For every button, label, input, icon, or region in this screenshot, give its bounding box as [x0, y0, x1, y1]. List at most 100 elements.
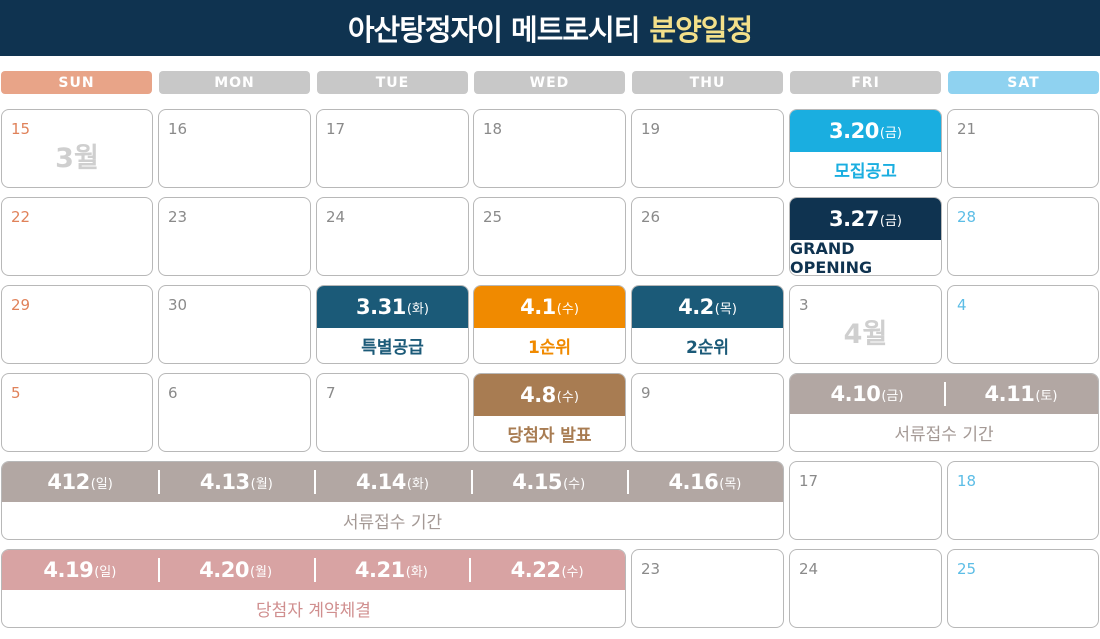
- event-weekday: (일): [94, 564, 117, 580]
- event-winner-announcement: 4.8 (수) 당첨자 발표: [473, 373, 626, 452]
- event-date-segment: 4.10 (금): [790, 374, 944, 414]
- day-number: 16: [168, 120, 188, 138]
- calendar-day: 3 4월: [789, 285, 942, 364]
- calendar-day: 17: [789, 461, 942, 540]
- event-date-segment: 4.20 (월): [157, 550, 314, 590]
- event-date: 4.13: [199, 470, 250, 494]
- calendar-day: 21: [947, 109, 1099, 188]
- event-label: 서류접수 기간: [894, 425, 994, 445]
- calendar-day: 25: [473, 197, 626, 276]
- event-date-header: 412 (일) 4.13 (월) 4.14 (화) 4.15 (수) 4.16 (목): [2, 462, 783, 502]
- event-date-segment: 4.19 (일): [2, 550, 158, 590]
- calendar-day: 16: [158, 109, 311, 188]
- event-date: 3.27: [829, 207, 879, 231]
- event-label: 당첨자 발표: [507, 426, 592, 446]
- event-label: 모집공고: [834, 162, 897, 182]
- event-label: GRAND OPENING: [790, 238, 873, 276]
- weekday-wed: WED: [474, 71, 625, 94]
- month-label-april: 4월: [843, 319, 888, 350]
- calendar-day: 24: [789, 549, 942, 628]
- event-weekday: (금): [879, 125, 902, 141]
- event-weekday: (금): [881, 388, 904, 404]
- day-number: 15: [11, 120, 31, 138]
- event-date-header: 4.1 (수): [474, 286, 625, 328]
- event-date-header: 4.2 (목): [632, 286, 783, 328]
- event-label: 특별공급: [361, 338, 424, 358]
- calendar-day: 30: [158, 285, 311, 364]
- event-date: 4.21: [354, 558, 405, 582]
- event-date-segment: 4.22 (수): [469, 550, 625, 590]
- day-number: 18: [957, 472, 977, 490]
- day-number: 17: [326, 120, 346, 138]
- day-number: 23: [641, 560, 661, 578]
- day-number: 23: [168, 208, 188, 226]
- event-date: 4.14: [356, 470, 406, 494]
- event-weekday: (월): [249, 564, 273, 580]
- calendar-day: 17: [316, 109, 469, 188]
- calendar-day: 4: [947, 285, 1099, 364]
- event-date: 4.8: [520, 383, 556, 407]
- event-weekday: (목): [714, 301, 737, 317]
- event-date-segment: 4.14 (화): [314, 462, 470, 502]
- event-date: 4.1: [520, 295, 556, 319]
- title-accent: 분양일정: [649, 13, 753, 47]
- day-number: 18: [483, 120, 503, 138]
- calendar-day: 24: [316, 197, 469, 276]
- calendar-day: 18: [473, 109, 626, 188]
- calendar-day: 18: [947, 461, 1099, 540]
- event-date: 4.22: [510, 558, 561, 582]
- event-weekday: (토): [1035, 388, 1058, 404]
- event-recruitment-notice: 3.20 (금) 모집공고: [789, 109, 942, 188]
- day-number: 19: [641, 120, 661, 138]
- day-number: 22: [11, 208, 31, 226]
- day-number: 7: [326, 384, 336, 402]
- event-date: 4.19: [43, 558, 94, 582]
- day-number: 4: [957, 296, 967, 314]
- event-date-header: 3.20 (금): [790, 110, 941, 152]
- event-weekday: (월): [250, 476, 273, 492]
- event-date-segment: 4.11 (토): [944, 374, 1098, 414]
- calendar-day: 23: [158, 197, 311, 276]
- calendar-day: 15 3월: [1, 109, 153, 188]
- event-date-header: 3.31 (화): [317, 286, 468, 328]
- weekday-sat: SAT: [948, 71, 1099, 94]
- event-date: 4.15: [512, 470, 563, 494]
- calendar-day: 29: [1, 285, 153, 364]
- event-weekday: (화): [405, 564, 428, 580]
- event-date-segment: 412 (일): [2, 462, 158, 502]
- calendar-day: 26: [631, 197, 784, 276]
- event-weekday: (화): [406, 301, 429, 317]
- month-label-march: 3월: [55, 143, 99, 174]
- event-date-segment: 4.13 (월): [158, 462, 314, 502]
- event-grand-opening: 3.27 (금) GRAND OPENING: [789, 197, 942, 276]
- weekday-fri: FRI: [790, 71, 941, 94]
- day-number: 24: [326, 208, 346, 226]
- event-contract-signing: 4.19 (일) 4.20 (월) 4.21 (화) 4.22 (수) 당첨자 계약체결: [1, 549, 626, 628]
- weekday-sun: SUN: [1, 71, 152, 94]
- calendar-day: 22: [1, 197, 153, 276]
- calendar-day: 28: [947, 197, 1099, 276]
- event-date: 412: [47, 470, 90, 494]
- day-number: 28: [957, 208, 977, 226]
- header-banner: 아산탕정자이 메트로시티 분양일정: [0, 0, 1100, 56]
- event-weekday: (일): [90, 476, 113, 492]
- day-number: 25: [957, 560, 977, 578]
- day-number: 30: [168, 296, 188, 314]
- day-number: 25: [483, 208, 503, 226]
- event-first-rank: 4.1 (수) 1순위: [473, 285, 626, 364]
- calendar-day: 25: [947, 549, 1099, 628]
- event-weekday: (수): [563, 476, 586, 492]
- event-date-segment: 4.15 (수): [470, 462, 627, 502]
- calendar-day: 19: [631, 109, 784, 188]
- event-date: 4.2: [678, 295, 714, 319]
- weekday-mon: MON: [159, 71, 310, 94]
- event-label: 2순위: [685, 338, 730, 358]
- event-document-submission-1: 4.10 (금) 4.11 (토) 서류접수 기간: [789, 373, 1099, 452]
- event-weekday: (금): [879, 213, 902, 229]
- calendar-day: 9: [631, 373, 784, 452]
- event-date-segment: 4.16 (목): [626, 462, 783, 502]
- event-weekday: (수): [556, 389, 579, 405]
- calendar-day: 5: [1, 373, 153, 452]
- page-title: 아산탕정자이 메트로시티 분양일정: [348, 7, 753, 49]
- day-number: 26: [641, 208, 661, 226]
